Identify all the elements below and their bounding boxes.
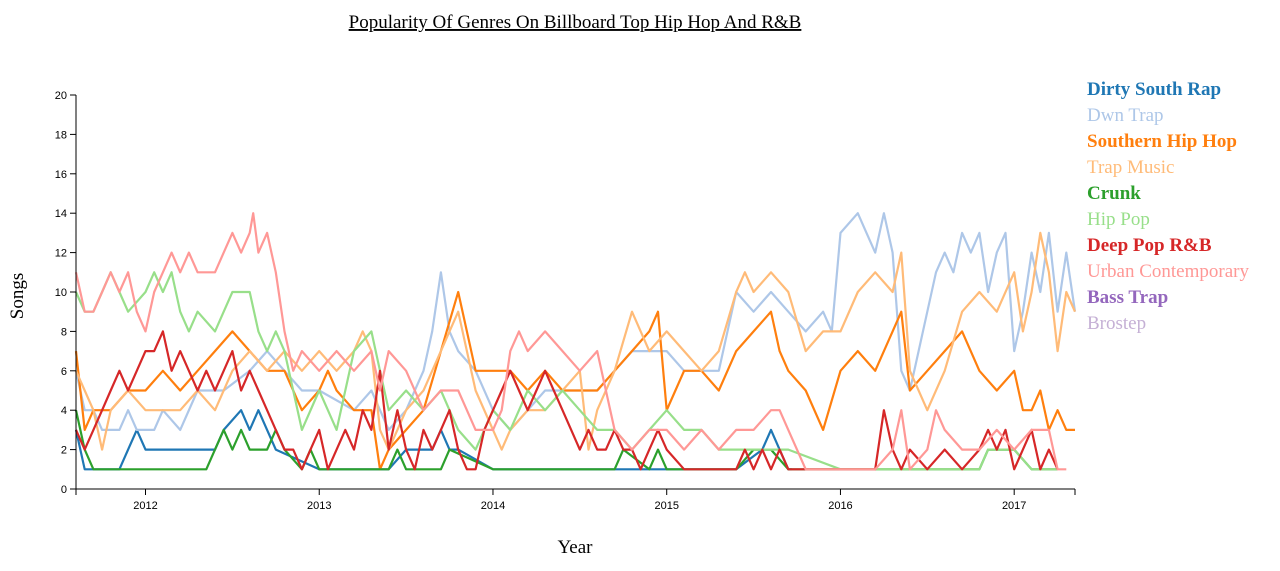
legend-item[interactable]: Crunk bbox=[1087, 183, 1141, 204]
x-tick-label: 2015 bbox=[654, 500, 678, 512]
y-tick-label: 16 bbox=[55, 169, 67, 181]
series-line-0 bbox=[74, 409, 792, 471]
y-tick-label: 14 bbox=[55, 208, 67, 220]
x-tick-label: 2013 bbox=[307, 500, 331, 512]
x-tick-label: 2017 bbox=[1002, 500, 1026, 512]
series-line-1 bbox=[74, 212, 1077, 431]
y-tick-label: 10 bbox=[55, 287, 67, 299]
legend-item[interactable]: Deep Pop R&B bbox=[1087, 235, 1212, 256]
legend-item[interactable]: Southern Hip Hop bbox=[1087, 131, 1237, 152]
legend-item[interactable]: Hip Pop bbox=[1087, 209, 1150, 230]
y-tick-label: 4 bbox=[61, 405, 67, 417]
x-tick-label: 2012 bbox=[133, 500, 157, 512]
y-tick-label: 6 bbox=[61, 366, 67, 378]
legend: Dirty South Rap Dwn Trap Southern Hip Hop T… bbox=[1087, 79, 1249, 334]
chart-title: Popularity Of Genres On Billboard Top Hi… bbox=[349, 12, 802, 33]
series-line-3 bbox=[74, 231, 1077, 451]
series-line-6 bbox=[74, 330, 1059, 471]
y-axis: 0 2 4 6 8 10 12 14 16 18 20 bbox=[55, 90, 77, 496]
x-tick-label: 2016 bbox=[828, 500, 852, 512]
y-axis-label: Songs bbox=[7, 273, 28, 319]
series-line-7 bbox=[74, 212, 1067, 471]
y-tick-label: 2 bbox=[61, 445, 67, 457]
x-tick-label: 2014 bbox=[481, 500, 505, 512]
y-tick-label: 20 bbox=[55, 90, 67, 102]
legend-item[interactable]: Urban Contemporary bbox=[1087, 261, 1249, 282]
x-axis-label: Year bbox=[557, 537, 593, 558]
legend-item[interactable]: Brostep bbox=[1087, 313, 1146, 334]
legend-item[interactable]: Dwn Trap bbox=[1087, 105, 1164, 126]
legend-item[interactable]: Trap Music bbox=[1087, 157, 1174, 178]
x-axis: 2012 2013 2014 2015 2016 2017 bbox=[75, 488, 1076, 512]
legend-item[interactable]: Bass Trap bbox=[1087, 287, 1168, 308]
legend-item[interactable]: Dirty South Rap bbox=[1087, 79, 1221, 100]
y-tick-label: 0 bbox=[61, 484, 67, 496]
y-tick-label: 8 bbox=[61, 326, 67, 338]
plot-area bbox=[74, 212, 1077, 471]
y-tick-label: 18 bbox=[55, 129, 67, 141]
y-tick-label: 12 bbox=[55, 248, 67, 260]
